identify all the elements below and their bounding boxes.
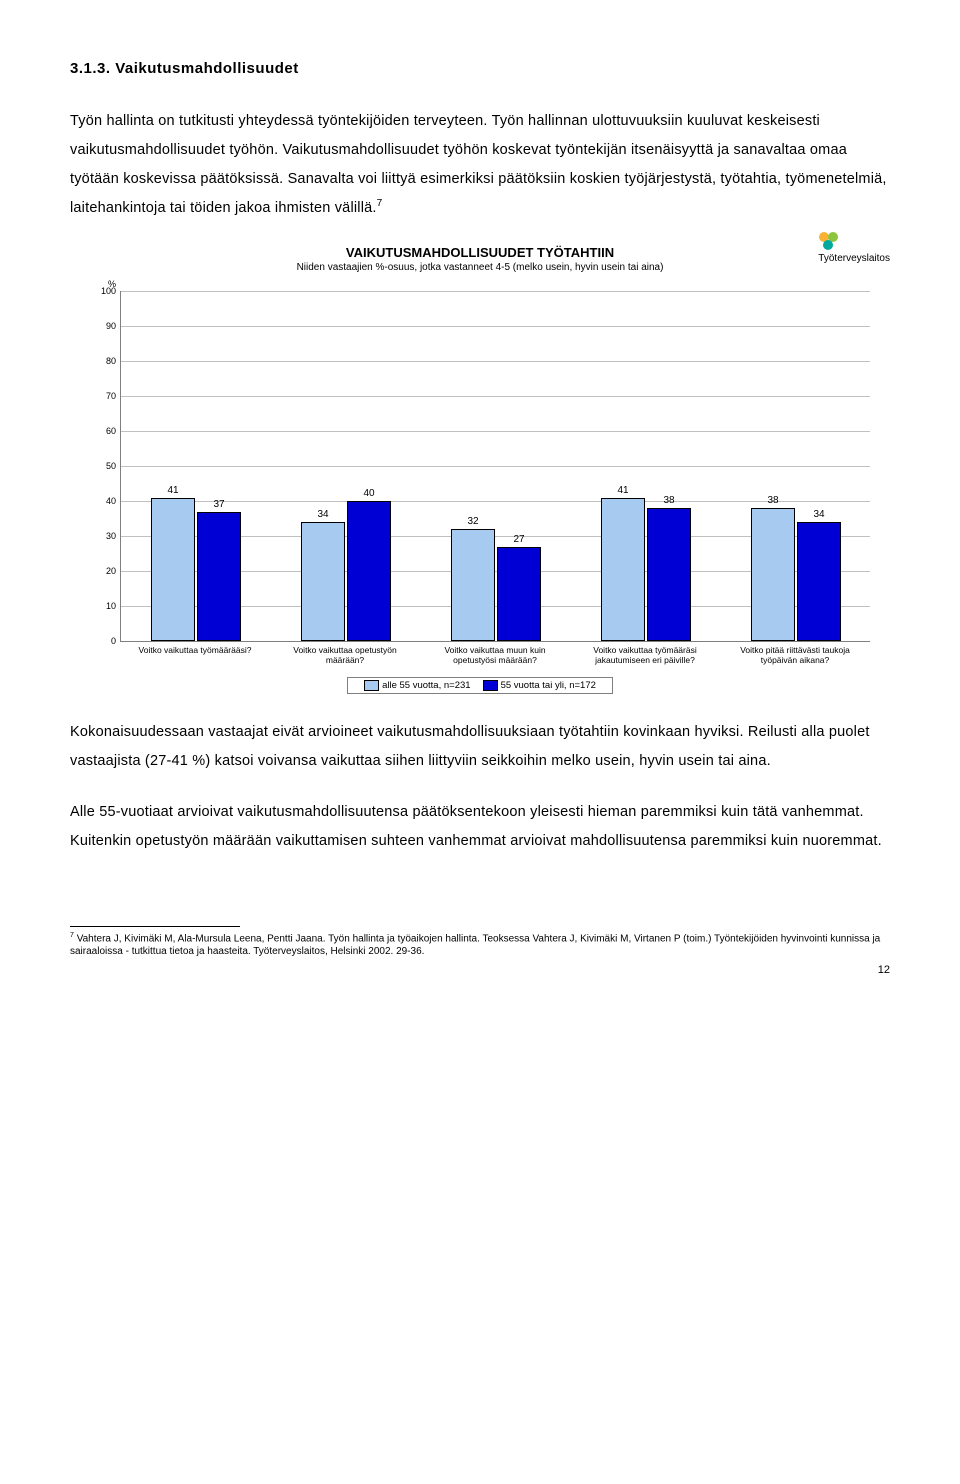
bar: 40 [347,501,391,641]
bar-value-label: 40 [348,488,390,499]
y-tick-label: 60 [106,426,116,436]
gridline [121,431,870,432]
bar-group: 4137 [151,498,241,642]
bar-value-label: 38 [752,495,794,506]
bar-group: 3440 [301,501,391,641]
y-tick-label: 20 [106,566,116,576]
bar: 41 [601,498,645,642]
x-axis-labels: Voitko vaikuttaa työmäärääsi? Voitko vaik… [120,645,870,685]
paragraph-3: Alle 55-vuotiaat arvioivat vaikutusmahdo… [70,798,890,856]
y-tick-label: 10 [106,601,116,611]
footnote-rule [70,926,240,927]
gridline [121,326,870,327]
chart-title-block: VAIKUTUSMAHDOLLISUUDET TYÖTAHTIIN Niiden… [70,245,890,273]
y-tick-label: 80 [106,356,116,366]
plot: 41373440322741383834 [120,291,870,642]
gridline [121,291,870,292]
para1-text: Työn hallinta on tutkitusti yhteydessä t… [70,113,887,216]
y-tick-label: 0 [111,636,116,646]
x-tick-label: Voitko pitää riittävästi taukoja työpäiv… [726,645,864,665]
bar-value-label: 37 [198,499,240,510]
x-tick-label: Voitko vaikuttaa opetustyön määrään? [276,645,414,665]
bar: 41 [151,498,195,642]
bar-value-label: 41 [602,485,644,496]
chart-header: VAIKUTUSMAHDOLLISUUDET TYÖTAHTIIN Niiden… [70,245,890,291]
chart-title: VAIKUTUSMAHDOLLISUUDET TYÖTAHTIIN [70,245,890,260]
bar: 32 [451,529,495,641]
chart-area: % 0102030405060708090100 413734403227413… [90,291,870,671]
bar-group: 3834 [751,508,841,641]
y-tick-label: 40 [106,496,116,506]
bar-group: 4138 [601,498,691,642]
y-tick-label: 100 [101,286,116,296]
footnote: 7 Vahtera J, Kivimäki M, Ala-Mursula Lee… [70,931,890,958]
y-tick-label: 70 [106,391,116,401]
bar-value-label: 38 [648,495,690,506]
y-axis: % 0102030405060708090100 [90,291,120,641]
footnote-ref: 7 [377,198,383,209]
chart-subtitle: Niiden vastaajien %-osuus, jotka vastann… [70,262,890,273]
y-tick-label: 30 [106,531,116,541]
section-heading: 3.1.3. Vaikutusmahdollisuudet [70,60,890,77]
gridline [121,396,870,397]
x-tick-label: Voitko vaikuttaa työmäärääsi? [126,645,264,655]
bar: 38 [751,508,795,641]
bar: 38 [647,508,691,641]
y-tick-label: 90 [106,321,116,331]
bar-value-label: 27 [498,534,540,545]
bar-value-label: 41 [152,485,194,496]
logo-text: Työterveyslaitos [818,253,890,264]
x-tick-label: Voitko vaikuttaa muun kuin opetustyösi m… [426,645,564,665]
bar-value-label: 34 [798,509,840,520]
x-tick-label: Voitko vaikuttaa työmääräsi jakautumisee… [576,645,714,665]
gridline [121,361,870,362]
bar: 27 [497,547,541,642]
footnote-num: 7 [70,932,74,939]
bar: 34 [301,522,345,641]
bar-value-label: 32 [452,516,494,527]
bar-group: 3227 [451,529,541,641]
footnote-text: Vahtera J, Kivimäki M, Ala-Mursula Leena… [70,933,880,957]
bar: 34 [797,522,841,641]
bar-value-label: 34 [302,509,344,520]
paragraph-1: Työn hallinta on tutkitusti yhteydessä t… [70,107,890,223]
bar: 37 [197,512,241,642]
ttl-logo: Työterveyslaitos [818,231,890,264]
y-tick-label: 50 [106,461,116,471]
paragraph-2: Kokonaisuudessaan vastaajat eivät arvioi… [70,718,890,776]
page-number: 12 [70,964,890,976]
gridline [121,466,870,467]
